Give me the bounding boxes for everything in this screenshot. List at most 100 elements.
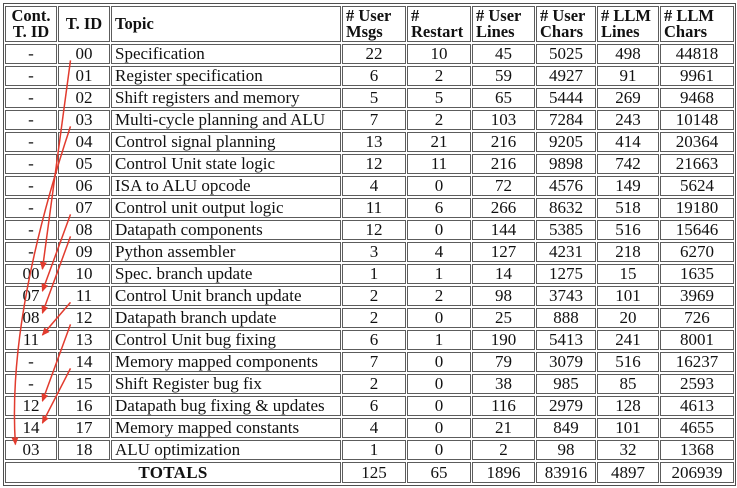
cell-user_lines: 59 — [472, 66, 535, 86]
cell-cont: - — [5, 198, 57, 218]
cell-user_lines: 216 — [472, 132, 535, 152]
cell-llm_chars: 1368 — [660, 440, 734, 460]
topic-row-09: -09 Python assembler 3 4 127 4231 218 6270 — [5, 242, 734, 262]
cell-user_chars: 9898 — [536, 154, 596, 174]
topic-row-04: -04 Control signal planning 13 21 216 9205 414… — [5, 132, 734, 152]
column-header-topic: Topic — [111, 6, 341, 42]
cell-cont: 07 — [5, 286, 57, 306]
cell-topic: Specification — [111, 44, 341, 64]
cell-user_lines: 21 — [472, 418, 535, 438]
topic-row-05: -05 Control Unit state logic 12 11 216 9898 74… — [5, 154, 734, 174]
topic-row-13: 11 13 Control Unit bug fixing 6 1 190 5413 241 8… — [5, 330, 734, 350]
cell-cont: 03 — [5, 440, 57, 460]
topic-row-14: -14 Memory mapped components 7 0 79 3079 516 16… — [5, 352, 734, 372]
cell-llm_lines: 101 — [597, 286, 659, 306]
totals-llm_chars: 206939 — [660, 462, 734, 483]
totals-label: TOTALS — [5, 462, 341, 483]
cell-user_lines: 98 — [472, 286, 535, 306]
cell-user_chars: 9205 — [536, 132, 596, 152]
cell-cont: - — [5, 132, 57, 152]
cell-llm_chars: 16237 — [660, 352, 734, 372]
topic-row-03: -03 Multi-cycle planning and ALU 7 2 103 7284… — [5, 110, 734, 130]
cell-tid: 06 — [58, 176, 110, 196]
cell-user_msgs: 5 — [342, 88, 406, 108]
cell-tid: 15 — [58, 374, 110, 394]
column-header-restart: # Restart — [407, 6, 471, 42]
cell-user_msgs: 4 — [342, 176, 406, 196]
topic-row-10: 00 10 Spec. branch update 1 1 14 1275 15 1635 — [5, 264, 734, 284]
cell-restart: 1 — [407, 264, 471, 284]
cell-user_lines: 79 — [472, 352, 535, 372]
cell-user_lines: 2 — [472, 440, 535, 460]
column-header-cont: Cont. T. ID — [5, 6, 57, 42]
cell-restart: 6 — [407, 198, 471, 218]
cell-user_chars: 849 — [536, 418, 596, 438]
cell-cont: 08 — [5, 308, 57, 328]
cell-cont: - — [5, 352, 57, 372]
cell-cont: - — [5, 154, 57, 174]
cell-llm_chars: 9961 — [660, 66, 734, 86]
topic-row-12: 08 12 Datapath branch update 2 0 25 888 20 726 — [5, 308, 734, 328]
cell-restart: 1 — [407, 330, 471, 350]
cell-llm_lines: 218 — [597, 242, 659, 262]
cell-user_chars: 4231 — [536, 242, 596, 262]
cell-tid: 12 — [58, 308, 110, 328]
cell-llm_lines: 32 — [597, 440, 659, 460]
topic-row-16: 12 16 Datapath bug fixing & updates 6 0 116 29… — [5, 396, 734, 416]
cell-llm_lines: 742 — [597, 154, 659, 174]
cell-llm_lines: 516 — [597, 352, 659, 372]
cell-user_chars: 3079 — [536, 352, 596, 372]
cell-user_msgs: 6 — [342, 396, 406, 416]
cell-user_msgs: 6 — [342, 330, 406, 350]
cell-user_msgs: 11 — [342, 198, 406, 218]
cell-user_msgs: 13 — [342, 132, 406, 152]
cell-cont: 14 — [5, 418, 57, 438]
cell-topic: Datapath components — [111, 220, 341, 240]
cell-llm_chars: 8001 — [660, 330, 734, 350]
topics-table: Cont. T. ID T. ID Topic # User Msgs # Restar… — [3, 3, 736, 486]
topic-row-17: 14 17 Memory mapped constants 4 0 21 849 101 465… — [5, 418, 734, 438]
cell-tid: 05 — [58, 154, 110, 174]
cell-topic: Control Unit branch update — [111, 286, 341, 306]
cell-user_chars: 4576 — [536, 176, 596, 196]
cell-llm_lines: 243 — [597, 110, 659, 130]
cell-user_msgs: 6 — [342, 66, 406, 86]
cell-tid: 07 — [58, 198, 110, 218]
topic-row-06: -06 ISA to ALU opcode 4 0 72 4576 149 5624 — [5, 176, 734, 196]
cell-topic: ISA to ALU opcode — [111, 176, 341, 196]
cell-topic: ALU optimization — [111, 440, 341, 460]
cell-topic: Register specification — [111, 66, 341, 86]
cell-topic: Control unit output logic — [111, 198, 341, 218]
cell-llm_lines: 85 — [597, 374, 659, 394]
cell-cont: - — [5, 110, 57, 130]
cell-user_lines: 190 — [472, 330, 535, 350]
cell-user_lines: 38 — [472, 374, 535, 394]
cell-topic: Control Unit bug fixing — [111, 330, 341, 350]
cell-user_lines: 14 — [472, 264, 535, 284]
table-body: -00 Specification 22 10 45 5025 498 44818-01 Reg… — [5, 44, 734, 460]
cell-user_chars: 5413 — [536, 330, 596, 350]
cell-llm_chars: 5624 — [660, 176, 734, 196]
column-header-tid: T. ID — [58, 6, 110, 42]
cell-llm_chars: 2593 — [660, 374, 734, 394]
cell-user_chars: 5444 — [536, 88, 596, 108]
cell-user_chars: 5385 — [536, 220, 596, 240]
cell-restart: 11 — [407, 154, 471, 174]
cell-topic: Control Unit state logic — [111, 154, 341, 174]
cell-topic: Memory mapped constants — [111, 418, 341, 438]
cell-tid: 09 — [58, 242, 110, 262]
cell-user_msgs: 7 — [342, 110, 406, 130]
cell-tid: 01 — [58, 66, 110, 86]
cell-user_chars: 1275 — [536, 264, 596, 284]
cell-llm_chars: 15646 — [660, 220, 734, 240]
cell-restart: 0 — [407, 220, 471, 240]
column-header-user_lines: # User Lines — [472, 6, 535, 42]
topic-row-18: 03 18 ALU optimization 1 0 2 98 32 1368 — [5, 440, 734, 460]
cell-restart: 2 — [407, 110, 471, 130]
column-header-user_chars: # User Chars — [536, 6, 596, 42]
cell-restart: 10 — [407, 44, 471, 64]
cell-restart: 0 — [407, 374, 471, 394]
cell-topic: Datapath branch update — [111, 308, 341, 328]
totals-user_chars: 83916 — [536, 462, 596, 483]
